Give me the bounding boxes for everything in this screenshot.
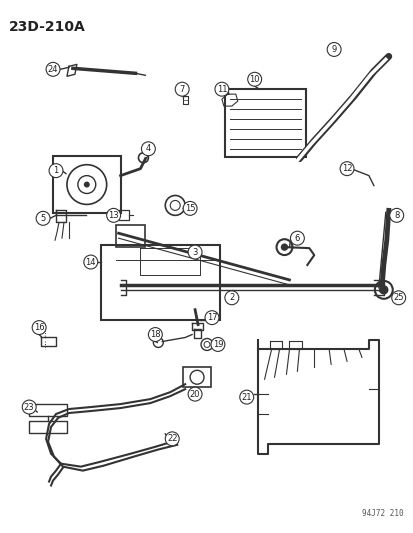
Text: 24: 24 xyxy=(47,65,58,74)
Circle shape xyxy=(175,82,189,96)
Circle shape xyxy=(183,201,197,215)
Circle shape xyxy=(148,328,162,342)
Text: 11: 11 xyxy=(216,85,227,94)
Text: 22: 22 xyxy=(166,434,177,443)
Text: 94J72 210: 94J72 210 xyxy=(361,510,403,518)
Text: 3: 3 xyxy=(192,248,197,256)
Bar xyxy=(29,404,67,416)
Text: 8: 8 xyxy=(393,211,399,220)
Circle shape xyxy=(188,245,202,259)
Text: 1: 1 xyxy=(53,166,59,175)
Text: 6: 6 xyxy=(294,233,299,243)
Circle shape xyxy=(239,390,253,404)
Circle shape xyxy=(83,255,97,269)
Text: 10: 10 xyxy=(249,75,259,84)
Circle shape xyxy=(214,82,228,96)
Circle shape xyxy=(49,164,63,177)
Bar xyxy=(100,245,219,320)
Circle shape xyxy=(326,43,340,56)
Circle shape xyxy=(188,387,202,401)
Circle shape xyxy=(83,182,90,188)
Circle shape xyxy=(224,291,238,305)
Circle shape xyxy=(290,231,304,245)
Circle shape xyxy=(339,161,353,175)
Circle shape xyxy=(391,291,405,305)
Text: 4: 4 xyxy=(145,144,151,154)
Text: 23D-210A: 23D-210A xyxy=(9,20,86,34)
Text: 19: 19 xyxy=(212,340,223,349)
Text: 21: 21 xyxy=(241,393,252,402)
Circle shape xyxy=(281,244,287,250)
Circle shape xyxy=(204,311,218,325)
Text: 20: 20 xyxy=(190,390,200,399)
Text: 17: 17 xyxy=(206,313,217,322)
Text: 5: 5 xyxy=(40,214,45,223)
Text: 18: 18 xyxy=(150,330,160,339)
Circle shape xyxy=(141,142,155,156)
Circle shape xyxy=(107,208,120,222)
Text: 23: 23 xyxy=(24,402,34,411)
Circle shape xyxy=(211,337,224,351)
Bar xyxy=(115,225,145,247)
Bar xyxy=(53,156,120,213)
Text: 25: 25 xyxy=(392,293,403,302)
Bar xyxy=(224,89,306,157)
Text: 15: 15 xyxy=(185,204,195,213)
Circle shape xyxy=(46,62,60,76)
Circle shape xyxy=(389,208,403,222)
Text: 14: 14 xyxy=(85,257,96,266)
Bar xyxy=(29,421,67,433)
Text: 13: 13 xyxy=(108,211,119,220)
Text: 2: 2 xyxy=(229,293,234,302)
Circle shape xyxy=(379,286,387,294)
Text: 16: 16 xyxy=(34,323,44,332)
Circle shape xyxy=(247,72,261,86)
Circle shape xyxy=(32,321,46,335)
Circle shape xyxy=(36,212,50,225)
Text: 12: 12 xyxy=(341,164,351,173)
Circle shape xyxy=(22,400,36,414)
Text: 7: 7 xyxy=(179,85,185,94)
Text: 9: 9 xyxy=(331,45,336,54)
Circle shape xyxy=(165,432,179,446)
Bar xyxy=(183,367,211,387)
